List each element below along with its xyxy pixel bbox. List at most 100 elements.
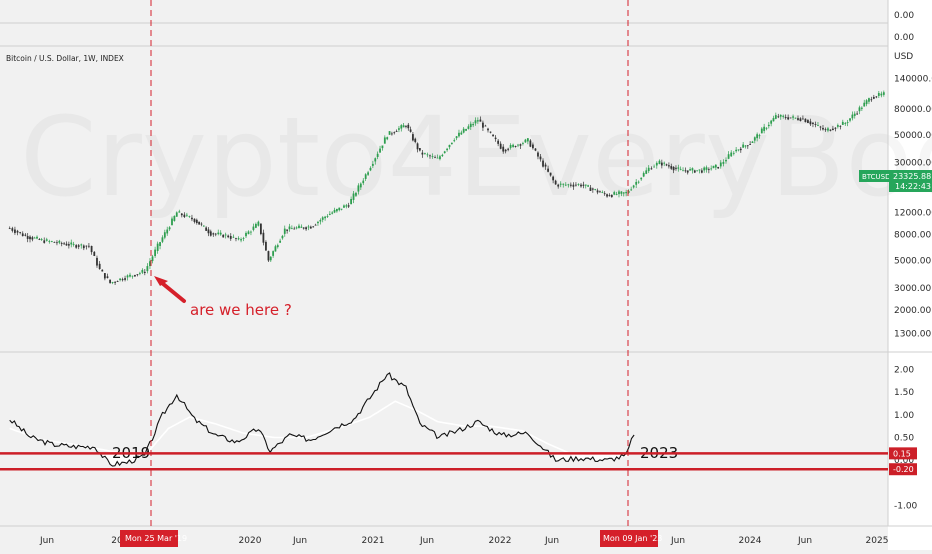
price-candle	[627, 190, 630, 193]
price-badge-bg	[889, 170, 932, 192]
time-axis-label: Jun	[419, 536, 434, 546]
time-axis-label: 2021	[362, 536, 385, 546]
price-candle	[584, 184, 587, 186]
price-candle	[212, 233, 215, 235]
price-candle	[367, 172, 369, 175]
price-badge-symbol: BTCUSD	[862, 173, 891, 181]
price-candle	[722, 162, 725, 164]
price-candle	[393, 132, 396, 134]
price-candle	[774, 115, 777, 119]
price-candle	[765, 127, 768, 129]
price-candle	[532, 144, 534, 149]
price-candle	[131, 275, 134, 277]
price-candle	[814, 124, 817, 125]
price-candle	[371, 163, 374, 166]
price-candle	[379, 148, 381, 153]
price-candle	[599, 191, 601, 193]
time-marker-left-label: Mon 25 Mar '19	[125, 534, 187, 543]
price-candle	[637, 181, 640, 183]
price-candle	[247, 231, 250, 235]
price-candle	[33, 237, 36, 239]
price-candle	[448, 144, 451, 148]
price-candle	[426, 154, 429, 156]
price-candle	[519, 144, 522, 146]
price-candle	[484, 125, 487, 127]
price-candle	[205, 227, 208, 231]
price-candle	[620, 191, 623, 194]
price-candle	[658, 160, 661, 165]
time-axis-label: 20	[111, 536, 123, 546]
price-candle	[460, 132, 463, 135]
price-candle	[16, 230, 19, 233]
price-candle	[116, 281, 119, 282]
price-candle	[684, 170, 687, 172]
osc-shaded-zone	[102, 453, 150, 467]
price-candle	[753, 137, 756, 141]
symbol-title: Bitcoin / U.S. Dollar, 1W, INDEX	[6, 54, 124, 63]
price-candle	[844, 123, 847, 124]
price-tick-label: 30000.00	[894, 159, 932, 169]
price-candle	[219, 232, 222, 235]
price-candle	[443, 151, 446, 154]
price-candle	[742, 144, 745, 148]
price-candle	[647, 167, 650, 172]
level-label: 0.15	[893, 449, 911, 458]
price-candle	[331, 212, 334, 214]
osc-tick-label: 0.00	[894, 456, 914, 466]
price-candle	[455, 136, 458, 139]
osc-tick-label: 2.00	[894, 366, 914, 376]
price-candle	[65, 243, 68, 246]
price-candle	[569, 184, 572, 186]
price-candle	[90, 245, 93, 253]
price-candle	[175, 212, 178, 217]
time-axis-label: Jun	[670, 536, 685, 546]
price-candle	[686, 170, 689, 173]
price-candle	[180, 213, 183, 216]
price-tick-label: 5000.00	[894, 256, 931, 266]
price-candle	[841, 121, 844, 125]
price-candle	[267, 251, 270, 261]
osc-main-line	[9, 372, 635, 467]
price-candle	[465, 128, 467, 131]
level-label-bg	[889, 447, 917, 460]
price-candle	[252, 226, 255, 230]
price-candle	[462, 128, 465, 133]
price-candle	[395, 131, 398, 132]
price-candle	[677, 167, 680, 169]
price-tick-label: 12000.00	[894, 209, 932, 219]
time-axis-label: Jun	[292, 536, 307, 546]
price-candle	[407, 124, 410, 129]
price-candle	[214, 233, 217, 235]
price-candle	[58, 240, 61, 243]
price-candle	[645, 170, 648, 174]
top-scale-label: 0.00	[894, 11, 914, 21]
price-candle	[547, 168, 549, 172]
price-candle	[77, 245, 80, 247]
price-candle	[269, 256, 272, 261]
price-candle	[288, 226, 291, 230]
price-candle	[509, 145, 512, 148]
price-candle	[193, 218, 196, 222]
price-candle	[312, 226, 315, 228]
price-candle	[839, 125, 842, 127]
time-marker-right-bg	[600, 530, 658, 547]
price-candle	[424, 153, 426, 155]
price-tick-label: 8000.00	[894, 231, 931, 241]
price-candle	[606, 194, 608, 197]
price-candle	[872, 96, 875, 99]
top-scale-label: 0.00	[894, 33, 914, 43]
price-candle	[11, 228, 14, 231]
price-candle	[522, 143, 524, 144]
price-candle	[398, 128, 400, 130]
price-candle	[751, 141, 754, 143]
price-badge-price: 23325.88	[893, 172, 931, 181]
price-candle	[849, 118, 851, 121]
price-candle	[121, 279, 124, 281]
price-candle	[227, 235, 230, 238]
price-candle	[191, 217, 193, 220]
price-candle	[601, 191, 604, 193]
time-marker-right: Mon 09 Jan '23	[600, 530, 662, 547]
time-axis-label: Jun	[39, 536, 54, 546]
price-candle	[589, 187, 592, 191]
price-candle	[856, 113, 859, 115]
